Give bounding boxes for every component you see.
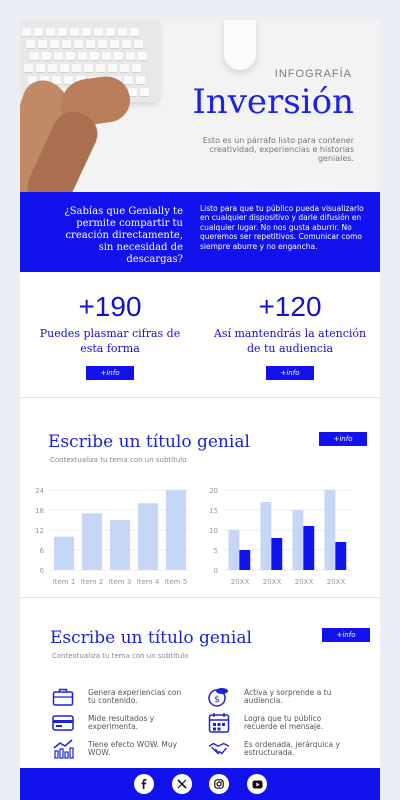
bar-chart-items: 0 6 12 18 24 Item 1 Item 2 Item 3 Item 4 Item 5: [35, 487, 190, 586]
growth-chart-icon: [52, 738, 74, 760]
instagram-icon[interactable]: [209, 774, 229, 794]
x-tick-label: Item 2: [81, 578, 104, 586]
bar: [109, 520, 131, 570]
bar: [303, 526, 315, 570]
x-tick-label: 20XX: [263, 578, 282, 586]
coins-icon: $: [208, 686, 230, 708]
band-paragraph: Listo para que tu público pueda visualiz…: [200, 204, 364, 251]
handshake-icon: [208, 738, 230, 760]
info-band: ¿Sabías que Genially te permite comparti…: [20, 192, 380, 272]
x-icon[interactable]: [172, 774, 192, 794]
info-button[interactable]: +info: [266, 366, 314, 380]
feature-item: Logra que tu público recuerde el mensaje…: [208, 712, 344, 734]
bar: [260, 502, 272, 570]
bar: [335, 542, 347, 570]
feature-item: $ Activa y sorprende a tu audiencia.: [208, 686, 344, 708]
briefcase-icon: [52, 686, 74, 708]
stat-description: Puedes plasmar cifras de esta forma: [39, 327, 181, 355]
x-tick-label: Item 5: [165, 578, 188, 586]
calendar-icon: [208, 712, 230, 734]
hero-paragraph: Esto es un párrafo listo para contener c…: [202, 136, 354, 163]
stat-block-1: +190 Puedes plasmar cifras de esta forma…: [30, 290, 190, 380]
x-tick-label: Item 3: [109, 578, 132, 586]
feature-text: Activa y sorprende a tu audiencia.: [244, 687, 332, 705]
hero-section: INFOGRAFÍA Inversión Esto es un párrafo …: [20, 20, 380, 192]
page-title: Inversión: [192, 82, 354, 122]
x-tick-label: Item 1: [53, 578, 76, 586]
info-button[interactable]: +info: [322, 628, 370, 642]
mouse-image: [224, 20, 256, 70]
bar: [165, 490, 187, 570]
footer-bar: [20, 768, 380, 800]
bar: [271, 538, 283, 570]
x-tick-label: 20XX: [295, 578, 314, 586]
feature-item: Es ordenada, jerárquica y estructurada.: [208, 738, 344, 760]
stat-number: +120: [258, 291, 322, 322]
section-title: Escribe un título genial: [48, 432, 250, 452]
bar: [137, 503, 159, 570]
band-question: ¿Sabías que Genially te permite comparti…: [64, 206, 183, 265]
feature-text: Tiene efecto WOW. Muy WOW.: [88, 739, 178, 757]
y-tick-label: 0: [40, 567, 44, 575]
hero-label: INFOGRAFÍA: [274, 68, 352, 80]
y-tick-label: 10: [209, 527, 218, 535]
y-tick-label: 0: [214, 567, 218, 575]
stat-block-2: +120 Así mantendrás la atención de tu au…: [210, 290, 370, 380]
stats-section: +190 Puedes plasmar cifras de esta forma…: [20, 272, 380, 398]
y-tick-label: 5: [214, 547, 218, 555]
info-button[interactable]: +info: [86, 366, 134, 380]
feature-item: Mide resultados y experimenta.: [52, 712, 188, 734]
feature-text: Mide resultados y experimenta.: [88, 713, 155, 731]
credit-card-icon: [52, 712, 74, 734]
y-tick-label: 18: [35, 507, 44, 515]
y-tick-label: 6: [40, 547, 45, 555]
infographic-page: INFOGRAFÍA Inversión Esto es un párrafo …: [20, 20, 380, 800]
svg-text:$: $: [214, 695, 220, 705]
section-subtitle: Contextualiza tu tema con un subtítulo: [52, 652, 189, 660]
feature-item: Genera experiencias con tu contenido.: [52, 686, 188, 708]
features-section: Escribe un título genial Contextualiza t…: [20, 598, 380, 768]
bar: [81, 513, 103, 570]
stat-description: Así mantendrás la atención de tu audienc…: [213, 327, 367, 355]
x-tick-label: 20XX: [327, 578, 346, 586]
bar: [292, 510, 304, 570]
facebook-icon[interactable]: [134, 774, 154, 794]
bar: [324, 490, 336, 570]
y-tick-label: 15: [209, 507, 218, 515]
y-tick-label: 20: [209, 487, 218, 495]
bar: [228, 530, 240, 570]
section-subtitle: Contextualiza tu tema con un subtítulo: [50, 456, 187, 464]
feature-item: Tiene efecto WOW. Muy WOW.: [52, 738, 188, 760]
x-tick-label: Item 4: [137, 578, 160, 586]
feature-text: Genera experiencias con tu contenido.: [88, 687, 182, 705]
feature-text: Es ordenada, jerárquica y estructurada.: [244, 739, 340, 757]
youtube-icon[interactable]: [247, 774, 267, 794]
bar: [239, 550, 251, 570]
bar: [53, 536, 75, 570]
stat-number: +190: [78, 291, 142, 322]
charts-section: Escribe un título genial Contextualiza t…: [20, 398, 380, 598]
info-button[interactable]: +info: [319, 432, 367, 446]
x-tick-label: 20XX: [231, 578, 250, 586]
grouped-bar-chart-years: 0 5 10 15 20 20XX 20XX 20XX 20XX: [209, 487, 352, 586]
y-tick-label: 24: [35, 487, 44, 495]
section-title: Escribe un título genial: [50, 628, 252, 648]
y-tick-label: 12: [35, 527, 44, 535]
feature-text: Logra que tu público recuerde el mensaje…: [244, 713, 324, 731]
